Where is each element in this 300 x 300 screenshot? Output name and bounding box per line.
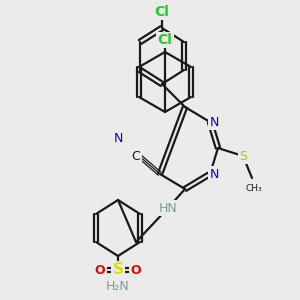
Text: C: C [132,151,140,164]
Text: N: N [113,131,123,145]
Text: Cl: Cl [158,33,172,47]
Text: O: O [95,263,105,277]
Text: N: N [209,167,219,181]
Text: Cl: Cl [154,5,169,19]
Text: S: S [112,262,124,278]
Text: N: N [209,116,219,128]
Text: CH₃: CH₃ [246,184,262,193]
Text: HN: HN [159,202,177,214]
Text: H₂N: H₂N [106,280,130,293]
Text: S: S [239,149,247,163]
Text: O: O [131,263,141,277]
